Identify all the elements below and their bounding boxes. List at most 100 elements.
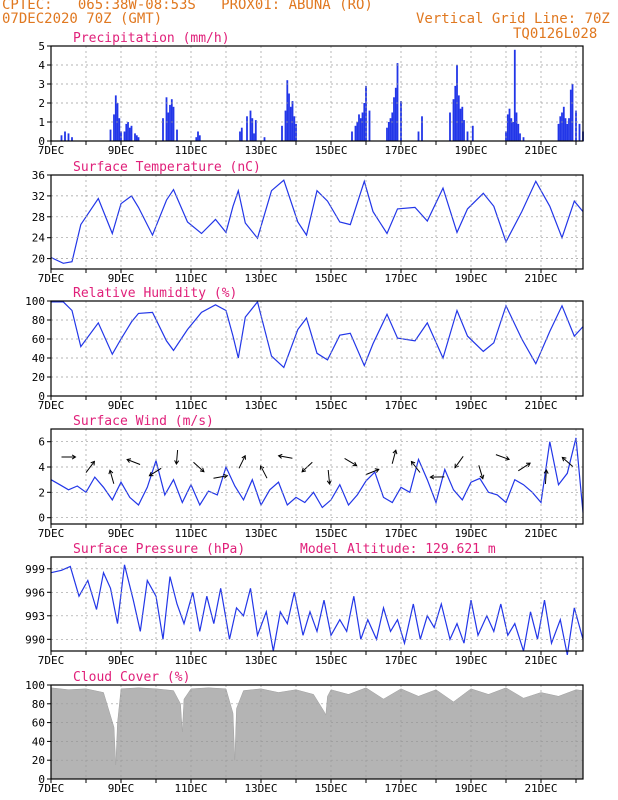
x-tick-label: 15DEC <box>314 782 347 795</box>
x-tick-label: 11DEC <box>174 654 207 667</box>
wind-arrow <box>365 468 379 476</box>
x-tick-label: 21DEC <box>524 654 557 667</box>
precip-bar <box>167 112 170 141</box>
x-tick-label: 9DEC <box>108 654 135 667</box>
precip-bar <box>569 89 572 141</box>
x-tick-label: 9DEC <box>108 399 135 412</box>
precip-bar <box>128 127 131 141</box>
y-tick-label: 32 <box>32 190 45 203</box>
y-tick-label: 5 <box>38 40 45 53</box>
wind-arrow-head <box>543 469 549 474</box>
y-tick-label: 60 <box>32 717 45 730</box>
panel-title: Surface Wind (m/s) <box>73 414 214 429</box>
precip-bar <box>291 101 294 141</box>
wind-arrow-head <box>561 456 567 462</box>
x-tick-label: 17DEC <box>384 144 417 157</box>
panel-title: Relative Humidity (%) <box>73 286 237 301</box>
wind-arrow-head <box>199 467 205 473</box>
y-tick-label: 100 <box>25 679 45 692</box>
series-line-1 <box>50 179 584 264</box>
x-tick-label: 15DEC <box>314 272 347 285</box>
panel-0 <box>47 45 584 145</box>
x-tick-label: 13DEC <box>244 782 277 795</box>
precip-bar <box>356 122 359 141</box>
wind-arrow <box>238 455 246 469</box>
precip-bar <box>508 108 511 141</box>
wind-arrow-head <box>410 460 416 466</box>
x-tick-label: 15DEC <box>314 527 347 540</box>
panel-frame <box>50 684 584 780</box>
wind-arrow <box>478 465 484 479</box>
wind-arrow-head <box>71 454 77 460</box>
precip-bar <box>170 99 173 141</box>
header-datetime: 07DEC2020 70Z (GMT) <box>2 11 163 27</box>
x-tick-label: 9DEC <box>108 782 135 795</box>
precip-bar <box>130 125 133 141</box>
series-line-4 <box>50 564 584 656</box>
x-tick-label: 17DEC <box>384 399 417 412</box>
precip-bar <box>197 131 199 141</box>
precip-bar <box>118 118 121 141</box>
wind-arrow-head <box>90 460 95 466</box>
x-tick-label: 7DEC <box>38 144 65 157</box>
wind-arrow <box>344 457 357 467</box>
wind-arrow <box>213 475 228 479</box>
precip-bar <box>557 123 560 141</box>
panel-frame <box>50 45 584 142</box>
precip-bar <box>578 123 581 141</box>
wind-arrow-head <box>352 461 358 467</box>
y-tick-label: 20 <box>32 754 45 767</box>
precip-bar <box>393 97 395 141</box>
precip-bar <box>512 122 514 141</box>
precip-bar <box>571 84 574 141</box>
precip-bar <box>559 116 562 141</box>
wind-arrow <box>411 461 421 473</box>
x-tick-label: 9DEC <box>108 144 135 157</box>
wind-arrow <box>175 449 179 465</box>
panel-title: Precipitation (mm/h) <box>73 31 230 46</box>
series-line-3 <box>50 437 584 513</box>
y-tick-label: 996 <box>25 586 45 599</box>
y-tick-label: 3 <box>38 78 45 91</box>
x-tick-label: 9DEC <box>108 272 135 285</box>
x-tick-label: 9DEC <box>108 527 135 540</box>
y-tick-label: 0 <box>38 773 45 786</box>
x-tick-label: 11DEC <box>174 144 207 157</box>
precip-bar <box>396 63 399 141</box>
x-tick-label: 21DEC <box>524 399 557 412</box>
y-tick-label: 80 <box>32 698 45 711</box>
precip-bar <box>510 118 513 141</box>
x-tick-label: 17DEC <box>384 272 417 285</box>
precip-bar <box>254 120 257 141</box>
y-tick-label: 20 <box>32 371 45 384</box>
wind-arrow-head <box>454 463 459 469</box>
precip-bar <box>240 127 243 141</box>
x-tick-label: 21DEC <box>524 272 557 285</box>
precip-bar <box>354 125 357 141</box>
precip-bar <box>176 129 178 141</box>
precip-bar <box>463 120 465 141</box>
x-tick-label: 7DEC <box>38 527 65 540</box>
precip-bar <box>351 131 353 141</box>
y-tick-label: 40 <box>32 352 45 365</box>
precip-bar <box>417 131 420 141</box>
precip-bar <box>239 131 241 141</box>
panel-title: Cloud Cover (%) <box>73 670 190 685</box>
x-tick-label: 7DEC <box>38 654 65 667</box>
y-tick-label: 0 <box>38 135 45 148</box>
precip-bar <box>515 112 518 141</box>
precip-bar <box>64 131 66 141</box>
x-tick-label: 11DEC <box>174 782 207 795</box>
x-tick-label: 19DEC <box>454 782 487 795</box>
precip-bar <box>114 95 117 141</box>
x-tick-label: 19DEC <box>454 399 487 412</box>
wind-arrow <box>149 467 162 477</box>
precip-bar <box>249 110 252 141</box>
wind-arrow <box>260 465 268 479</box>
precip-bar <box>466 131 469 141</box>
wind-arrow <box>391 450 397 464</box>
panel-3 <box>47 428 584 528</box>
precip-bar <box>165 97 168 141</box>
x-tick-label: 13DEC <box>244 144 277 157</box>
